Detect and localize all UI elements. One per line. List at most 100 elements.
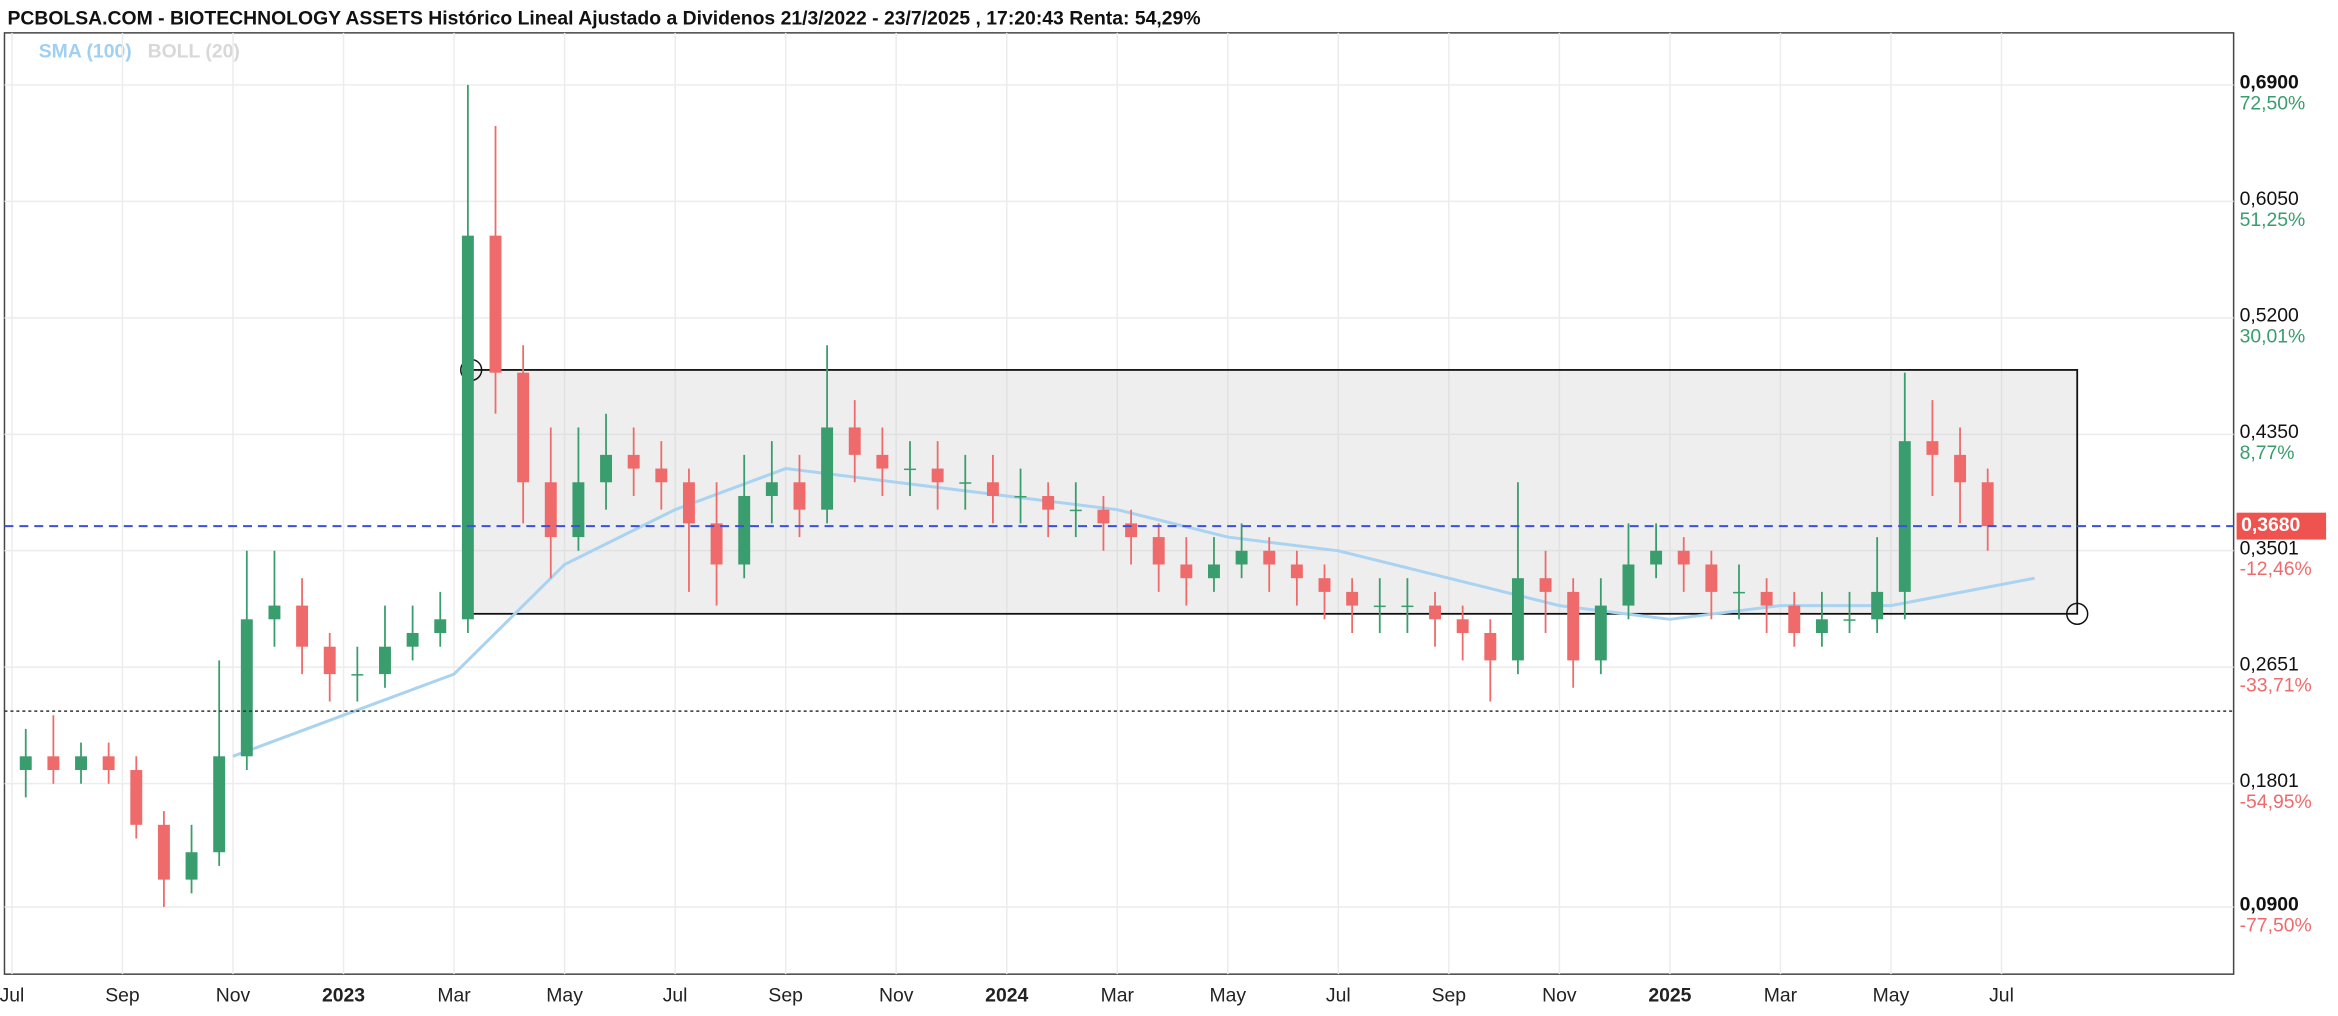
candle-body: [1097, 509, 1110, 524]
x-tick-label: Sep: [1432, 985, 1466, 1007]
y-percent-label: 72,50%: [2240, 92, 2306, 114]
y-percent-label: -54,95%: [2240, 791, 2312, 813]
candle-body: [75, 756, 87, 771]
candle-body: [1263, 550, 1276, 565]
candle-body: [102, 756, 115, 771]
y-percent-label: 30,01%: [2240, 325, 2306, 347]
candle-body: [1318, 578, 1331, 592]
candle-body: [1567, 591, 1580, 661]
candle-body: [1014, 495, 1027, 498]
candle-body: [1290, 564, 1303, 579]
candle-body: [1235, 550, 1248, 565]
candle-body: [1981, 482, 1994, 527]
candle-body: [19, 756, 32, 771]
x-tick-label: 2024: [985, 985, 1028, 1007]
candle-body: [1152, 537, 1165, 565]
x-tick-label: Nov: [216, 985, 251, 1007]
legend-boll: BOLL (20): [148, 40, 240, 62]
candle-body: [185, 852, 198, 880]
y-percent-label: -33,71%: [2240, 675, 2312, 697]
candle-body: [821, 427, 834, 510]
candle-body: [931, 468, 944, 483]
x-tick-label: May: [546, 985, 583, 1007]
candle-body: [1208, 564, 1220, 579]
y-tick-label: 0,4350: [2240, 421, 2299, 443]
y-tick-label: 0,6900: [2240, 72, 2299, 94]
sma-line: [232, 467, 2035, 758]
x-tick-label: Nov: [879, 985, 914, 1007]
candle-body: [1843, 619, 1856, 621]
y-percent-label: 51,25%: [2240, 209, 2306, 231]
x-tick-label: Nov: [1542, 985, 1577, 1007]
y-tick-label: 0,3501: [2240, 537, 2299, 559]
y-tick-label: 0,2651: [2240, 654, 2299, 676]
x-tick-label: Sep: [768, 985, 802, 1007]
candle-body: [47, 756, 60, 771]
candle-body: [213, 756, 226, 853]
candle-body: [876, 454, 889, 469]
candle-body: [765, 482, 778, 496]
candle-body: [1511, 578, 1524, 661]
candle-body: [517, 372, 530, 483]
y-tick-label: 0,6050: [2240, 188, 2299, 210]
candle-body: [461, 235, 474, 620]
plot-frame: [3, 32, 2235, 975]
y-tick-label: 0,0900: [2240, 894, 2299, 916]
y-percent-label: 8,77%: [2240, 442, 2295, 464]
candle-body: [240, 619, 253, 757]
x-tick-label: Jul: [0, 985, 24, 1007]
x-tick-label: Jul: [663, 985, 688, 1007]
x-tick-label: Mar: [1101, 985, 1135, 1007]
candle-body: [1622, 564, 1635, 606]
candle-body: [1677, 550, 1690, 565]
box-handle: [2066, 602, 2089, 626]
candle-body: [406, 632, 419, 647]
candle-body: [489, 235, 502, 373]
candle-body: [1926, 441, 1939, 455]
y-percent-label: -12,46%: [2240, 558, 2312, 580]
candle-body: [434, 619, 447, 633]
x-tick-label: Jul: [1326, 985, 1351, 1007]
candle-body: [1539, 578, 1552, 592]
candle-body: [1733, 591, 1745, 594]
candle-body: [351, 674, 364, 676]
range-box: [470, 369, 2079, 615]
candle-body: [1815, 619, 1828, 633]
last-price-tag: [2236, 512, 2327, 540]
candle-body: [572, 482, 585, 538]
candle-body: [1429, 605, 1441, 620]
candle-body: [544, 482, 557, 538]
x-tick-label: May: [1209, 985, 1246, 1007]
candle-body: [1760, 591, 1773, 606]
candle-body: [296, 605, 309, 647]
x-tick-label: Mar: [1764, 985, 1798, 1007]
x-tick-label: Jul: [1989, 985, 2014, 1007]
candle-body: [1484, 632, 1497, 661]
candle-body: [1125, 523, 1138, 538]
y-percent-label: -77,50%: [2240, 915, 2312, 937]
candle-body: [268, 605, 281, 620]
candle-body: [1069, 509, 1082, 512]
y-tick-label: 0,1801: [2240, 770, 2299, 792]
candle-body: [738, 495, 751, 565]
candle-body: [1373, 605, 1386, 608]
candle-body: [157, 824, 170, 880]
candle-body: [1898, 441, 1911, 592]
candle-body: [627, 454, 640, 469]
candle-body: [600, 454, 613, 483]
last-price-label: 0,3680: [2241, 514, 2300, 536]
candle-body: [1650, 550, 1663, 565]
candle-body: [1346, 591, 1359, 606]
candle-body: [959, 482, 972, 484]
candle-body: [1180, 564, 1193, 579]
candle-body: [379, 646, 391, 675]
candle-body: [848, 427, 861, 455]
y-tick-label: 0,5200: [2240, 304, 2299, 326]
chart-title: PCBOLSA.COM - BIOTECHNOLOGY ASSETS Histó…: [7, 8, 1200, 30]
candle-body: [1705, 564, 1718, 592]
legend-sma: SMA (100): [39, 40, 132, 62]
x-tick-label: 2025: [1648, 985, 1691, 1007]
